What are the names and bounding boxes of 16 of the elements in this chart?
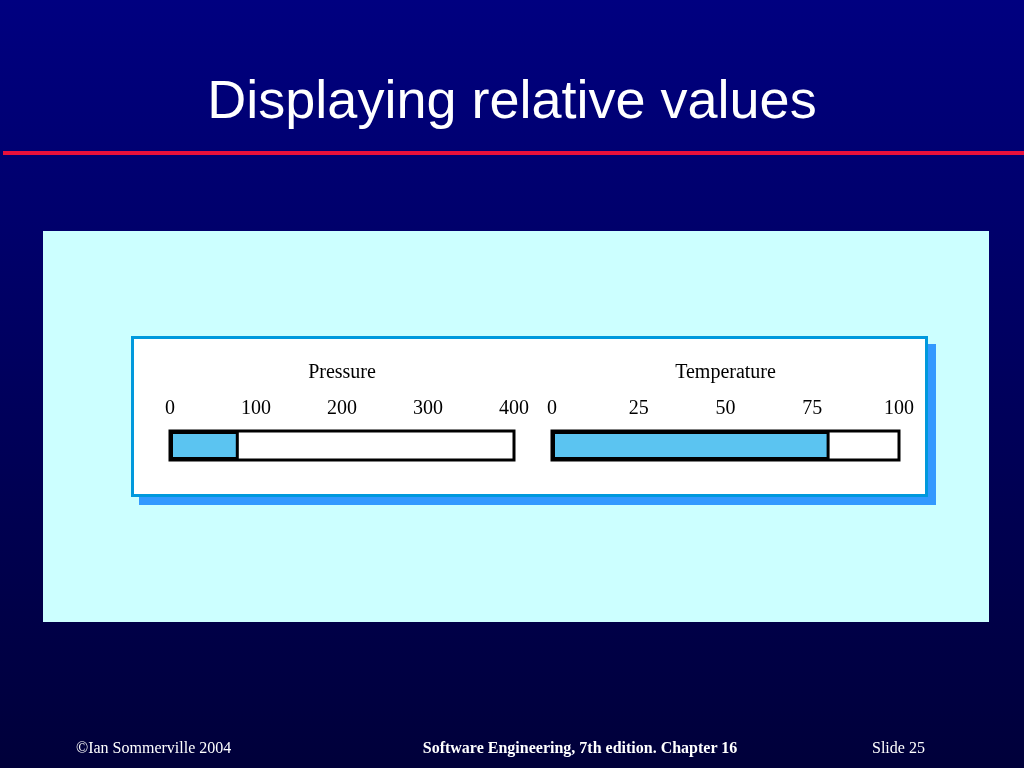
text: ©Ian Sommerville 2004 xyxy=(76,738,232,758)
text: Slide 25 xyxy=(872,738,925,758)
x-tick-label: 0 xyxy=(547,396,557,418)
x-tick-label: 400 xyxy=(499,396,529,418)
x-tick-label: 50 xyxy=(715,396,736,418)
x-tick-label: 300 xyxy=(413,396,443,418)
chart-title: Displaying relative values xyxy=(206,68,818,131)
x-tick-label: 0 xyxy=(165,396,175,418)
x-axis-title: Temperature xyxy=(675,360,776,383)
x-tick-label: 25 xyxy=(628,396,649,418)
x-axis-title: Pressure xyxy=(308,360,376,382)
x-tick-label: 200 xyxy=(327,396,357,418)
text: Software Engineering, 7th edition. Chapter 16 xyxy=(422,738,738,758)
x-tick-label: 75 xyxy=(802,396,823,418)
x-tick-label: 100 xyxy=(241,396,271,418)
x-tick-label: 100 xyxy=(884,396,914,418)
